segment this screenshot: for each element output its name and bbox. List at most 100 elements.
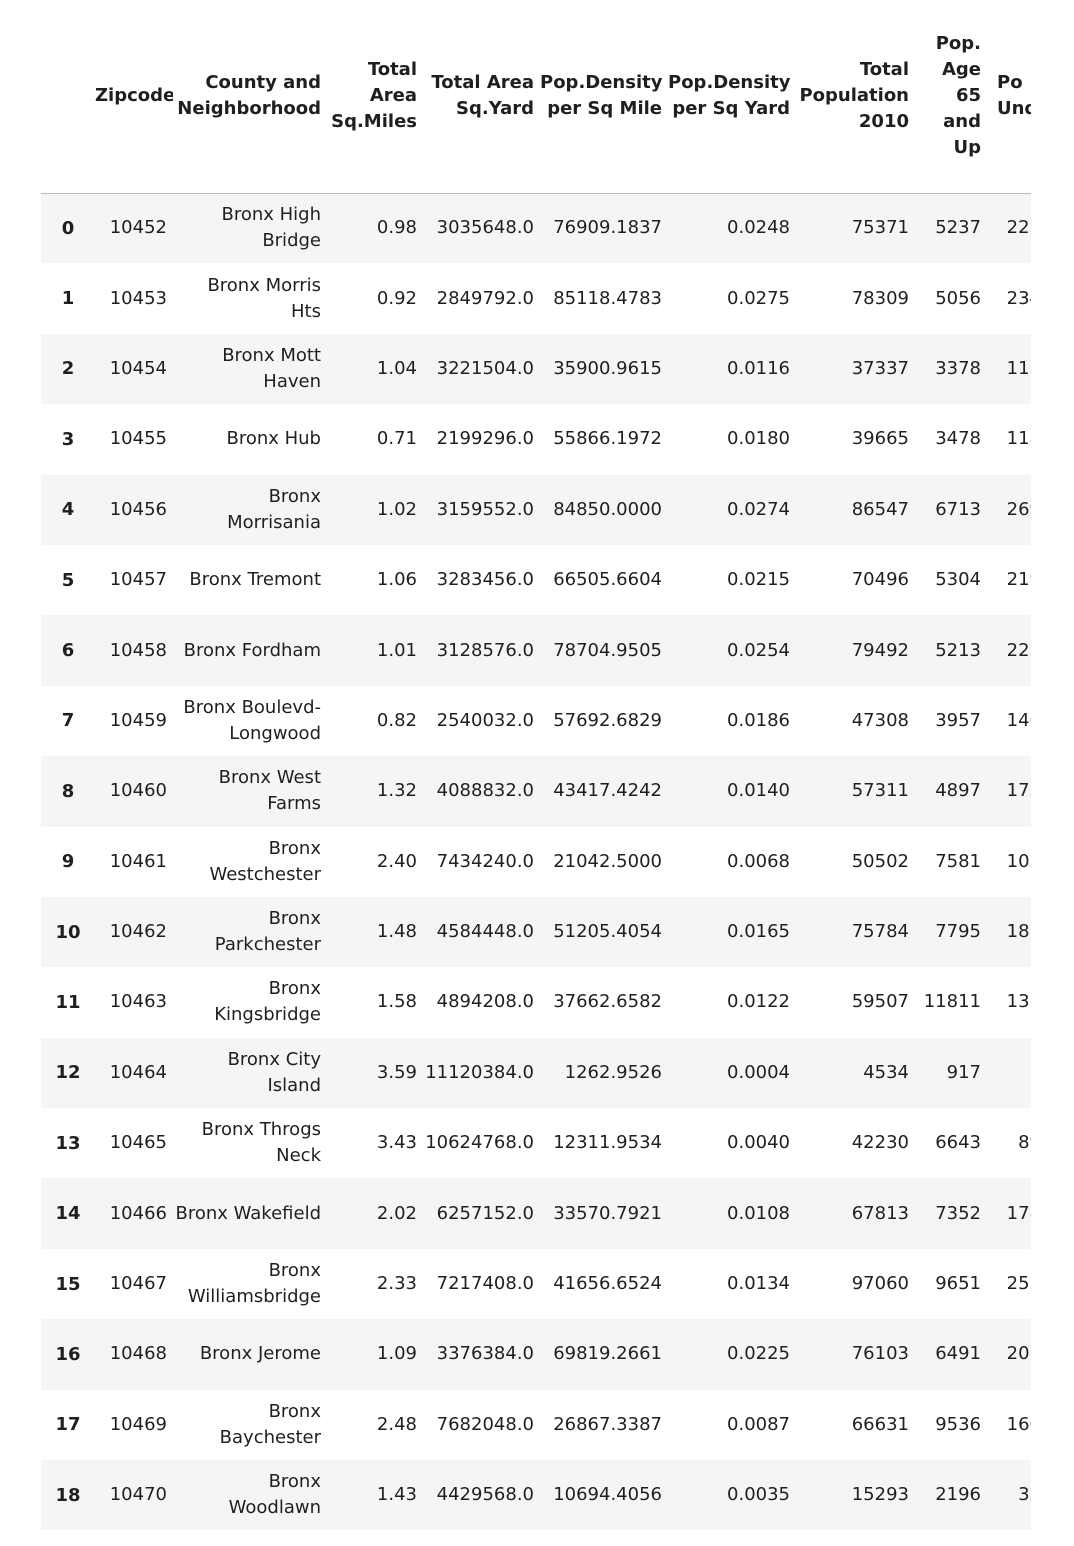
neighborhood-cell: Bronx City Island — [227, 1048, 321, 1096]
area-sq-yard-cell: 2540032.0 — [436, 709, 534, 731]
table-row: 15 10467 Bronx Williamsbridge 2.33 7217408.0… — [41, 1248, 1031, 1320]
row-index: 9 — [61, 851, 75, 873]
zipcode-cell: 10454 — [109, 357, 167, 379]
area-sq-yard-cell: 7434240.0 — [436, 850, 534, 872]
area-sq-yard-cell: 10624768.0 — [425, 1132, 534, 1154]
pop-under-cell: 225 — [1006, 639, 1031, 661]
population-cell: 15293 — [851, 1484, 909, 1506]
area-sq-miles-cell: 3.59 — [376, 1061, 417, 1083]
density-sq-mile-cell: 43417.4242 — [553, 780, 662, 802]
area-sq-yard-cell: 6257152.0 — [436, 1202, 534, 1224]
population-cell: 39665 — [851, 428, 909, 450]
table-row: 3 10455 Bronx Hub 0.71 2199296.0 55866.1972 0.… — [41, 404, 1031, 475]
area-sq-yard-cell: 4894208.0 — [436, 991, 534, 1013]
neighborhood-cell: Bronx Woodlawn — [228, 1471, 321, 1519]
population-cell: 76103 — [851, 1343, 909, 1365]
zipcode-cell: 10457 — [109, 569, 167, 591]
population-cell: 47308 — [851, 709, 909, 731]
table-row: 18 10470 Bronx Woodlawn 1.43 4429568.0 10694.… — [41, 1460, 1031, 1531]
area-sq-yard-cell: 3035648.0 — [436, 217, 534, 239]
density-sq-yard-cell: 0.0040 — [727, 1132, 790, 1154]
zipcode-cell: 10464 — [109, 1061, 167, 1083]
population-cell: 66631 — [851, 1413, 909, 1435]
population-cell: 78309 — [851, 287, 909, 309]
area-sq-miles-cell: 2.48 — [376, 1413, 417, 1435]
density-sq-yard-cell: 0.0116 — [727, 357, 790, 379]
table-row: 9 10461 Bronx Westchester 2.40 7434240.0 2104… — [41, 826, 1031, 897]
table-row: 7 10459 Bronx Boulevd-Longwood 0.82 2540032.… — [41, 685, 1031, 757]
zipcode-cell: 10462 — [109, 921, 167, 943]
population-cell: 97060 — [851, 1273, 909, 1295]
density-sq-yard-cell: 0.0180 — [727, 428, 790, 450]
area-sq-yard-cell: 2199296.0 — [436, 428, 534, 450]
row-index: 4 — [61, 499, 75, 521]
pop-65-up-cell: 11811 — [923, 991, 981, 1013]
zipcode-cell: 10460 — [109, 780, 167, 802]
density-sq-yard-cell: 0.0035 — [727, 1484, 790, 1506]
pop-under-cell: 207 — [1006, 1343, 1031, 1365]
density-sq-mile-cell: 21042.5000 — [553, 850, 662, 872]
neighborhood-cell: Bronx Westchester — [209, 837, 321, 885]
population-cell: 50502 — [851, 850, 909, 872]
dataframe-table: Zipcode County and Neighborhood Total Area… — [41, 0, 1031, 1531]
area-sq-yard-cell: 4584448.0 — [436, 921, 534, 943]
zipcode-cell: 10467 — [109, 1273, 167, 1295]
pop-65-up-cell: 5213 — [935, 639, 981, 661]
row-index: 12 — [55, 1062, 81, 1084]
table-row: 14 10466 Bronx Wakefield 2.02 6257152.0 33570… — [41, 1178, 1031, 1249]
area-sq-yard-cell: 4088832.0 — [436, 780, 534, 802]
density-sq-yard-cell: 0.0108 — [727, 1202, 790, 1224]
zipcode-header: Zipcode — [95, 0, 173, 194]
pop-65-up-cell: 5056 — [935, 287, 981, 309]
zipcode-cell: 10469 — [109, 1413, 167, 1435]
neighborhood-cell: Bronx Mott Haven — [222, 344, 321, 392]
neighborhood-cell: Bronx Kingsbridge — [214, 978, 321, 1026]
pop-under-cell: 178 — [1006, 1202, 1031, 1224]
population-cell: 70496 — [851, 569, 909, 591]
area-sq-miles-cell: 2.02 — [376, 1202, 417, 1224]
neighborhood-cell: Bronx West Farms — [218, 767, 321, 815]
area-sq-yard-cell: 3159552.0 — [436, 498, 534, 520]
table-row: 13 10465 Bronx Throgs Neck 3.43 10624768.0 12… — [41, 1108, 1031, 1179]
area-sq-miles-cell: 1.43 — [376, 1484, 417, 1506]
area-sq-miles-cell: 2.33 — [376, 1273, 417, 1295]
neighborhood-cell: Bronx Hub — [226, 428, 321, 450]
row-index: 11 — [55, 991, 81, 1013]
zipcode-cell: 10461 — [109, 850, 167, 872]
population-cell: 37337 — [851, 357, 909, 379]
neighborhood-cell: Bronx Tremont — [189, 569, 321, 591]
area-sq-yard-cell: 7217408.0 — [436, 1273, 534, 1295]
area-sq-yard-cell: 11120384.0 — [425, 1061, 534, 1083]
table-body: 0 10452 Bronx High Bridge 0.98 3035648.0 7690… — [41, 193, 1031, 1531]
neighborhood-cell: Bronx Parkchester — [214, 908, 321, 956]
pop-under-cell: 137 — [1006, 991, 1031, 1013]
area-sq-yard-cell: 3128576.0 — [436, 639, 534, 661]
row-index: 13 — [55, 1132, 81, 1154]
density-sq-yard-cell: 0.0004 — [727, 1061, 790, 1083]
area-sq-miles-cell: 1.06 — [376, 569, 417, 591]
area-sq-miles-cell: 1.01 — [376, 639, 417, 661]
row-index: 3 — [61, 428, 75, 450]
density-sq-yard-cell: 0.0275 — [727, 287, 790, 309]
neighborhood-cell: Bronx Williamsbridge — [187, 1260, 321, 1308]
pop-under-cell: 160 — [1006, 1413, 1031, 1435]
pop-65-up-cell: 3478 — [935, 428, 981, 450]
row-index: 6 — [61, 640, 75, 662]
zipcode-cell: 10452 — [109, 217, 167, 239]
density-sq-yard-cell: 0.0254 — [727, 639, 790, 661]
density-sq-mile-cell: 69819.2661 — [553, 1343, 662, 1365]
table-row: 0 10452 Bronx High Bridge 0.98 3035648.0 7690… — [41, 193, 1031, 264]
table-row: 6 10458 Bronx Fordham 1.01 3128576.0 78704.95… — [41, 615, 1031, 686]
pop-age-65-up-header: Pop. Age 65 and Up — [915, 0, 987, 194]
density-sq-yard-cell: 0.0068 — [727, 850, 790, 872]
pop-65-up-cell: 9651 — [935, 1273, 981, 1295]
row-index: 2 — [61, 358, 75, 380]
density-sq-mile-cell: 78704.9505 — [553, 639, 662, 661]
row-index: 7 — [61, 710, 75, 732]
density-sq-mile-cell: 57692.6829 — [553, 709, 662, 731]
pop-under-cell: 7 — [987, 1038, 1031, 1108]
density-sq-mile-cell: 26867.3387 — [553, 1413, 662, 1435]
area-sq-miles-cell: 1.58 — [376, 991, 417, 1013]
population-cell: 4534 — [863, 1061, 909, 1083]
pop-density-sq-yard-header: Pop.Density per Sq Yard — [668, 0, 796, 194]
